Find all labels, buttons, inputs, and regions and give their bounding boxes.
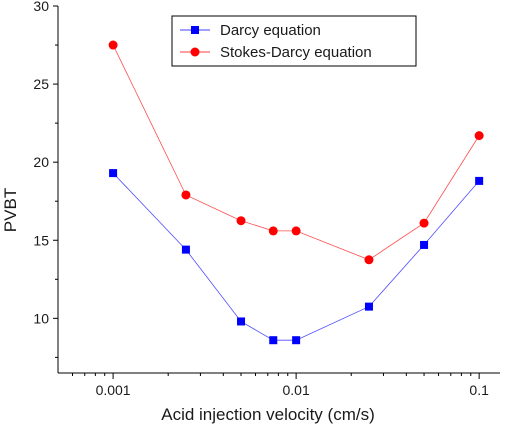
y-tick-label: 20 xyxy=(33,154,49,170)
legend: Darcy equation Stokes-Darcy equation xyxy=(171,15,417,67)
y-tick-label: 10 xyxy=(33,310,49,326)
series-line xyxy=(112,172,480,341)
data-point xyxy=(475,176,484,185)
series-stokes-darcy xyxy=(108,40,484,265)
legend-item: Darcy equation xyxy=(180,22,321,39)
data-point xyxy=(292,336,301,345)
y-tick-label: 15 xyxy=(33,232,49,248)
data-point xyxy=(108,40,118,50)
data-point xyxy=(181,190,191,200)
ticks: 10 15 20 25 30 0.001 0.01 0.1 xyxy=(33,0,489,398)
data-point xyxy=(474,131,484,141)
legend-item: Stokes-Darcy equation xyxy=(180,44,372,61)
x-tick-label: 0.01 xyxy=(282,382,309,398)
y-tick-label: 30 xyxy=(33,0,49,14)
data-point xyxy=(109,169,118,178)
y-axis-title: PVBT xyxy=(1,188,20,232)
legend-label: Darcy equation xyxy=(220,22,321,39)
data-point xyxy=(364,255,374,265)
data-point xyxy=(268,226,278,236)
series-layer xyxy=(108,40,484,345)
legend-marker xyxy=(190,47,200,57)
x-axis-title: Acid injection velocity (cm/s) xyxy=(161,405,375,424)
series-line xyxy=(112,44,480,261)
series-darcy xyxy=(109,169,484,345)
legend-marker xyxy=(191,26,199,34)
data-point xyxy=(269,336,278,345)
data-point xyxy=(291,226,301,236)
legend-box xyxy=(171,15,417,67)
y-tick-label: 25 xyxy=(33,76,49,92)
data-point xyxy=(236,216,246,226)
data-point xyxy=(237,317,246,326)
data-point xyxy=(419,218,429,228)
data-point xyxy=(181,245,190,254)
x-tick-label: 0.1 xyxy=(469,382,489,398)
axes xyxy=(57,6,500,374)
data-point xyxy=(420,240,429,249)
x-tick-label: 0.001 xyxy=(96,382,131,398)
legend-label: Stokes-Darcy equation xyxy=(220,44,372,61)
data-point xyxy=(364,302,373,311)
